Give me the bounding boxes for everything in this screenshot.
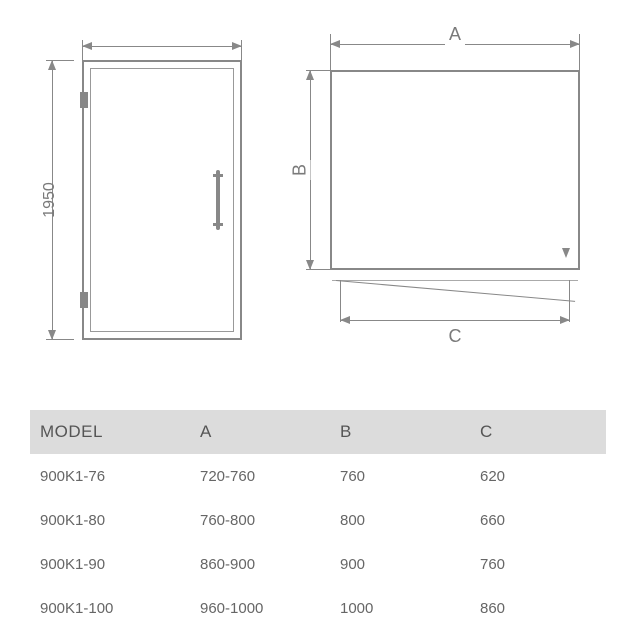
dim-a-label: A [445, 24, 465, 45]
cell-c: 860 [470, 600, 590, 617]
dim-c-label: C [449, 326, 462, 347]
dimension-b: B [300, 70, 330, 270]
cell-b: 760 [330, 468, 470, 485]
height-dimension: 1950 [40, 60, 70, 340]
top-view: A B C [310, 30, 610, 350]
dimension-c: C [340, 310, 570, 340]
cell-c: 620 [470, 468, 590, 485]
cell-a: 760-800 [190, 512, 330, 529]
swing-track [332, 280, 578, 281]
hinge-icon [80, 92, 88, 108]
col-model: MODEL [30, 422, 190, 442]
col-a: A [190, 422, 330, 442]
front-view: 1950 [70, 30, 255, 350]
spec-table: MODEL A B C 900K1-76 720-760 760 620 900… [30, 410, 606, 630]
cell-model: 900K1-90 [30, 556, 190, 573]
cell-b: 1000 [330, 600, 470, 617]
top-rect [330, 70, 580, 270]
swing-door [336, 280, 575, 302]
cell-model: 900K1-80 [30, 512, 190, 529]
table-row: 900K1-76 720-760 760 620 [30, 454, 606, 498]
table-row: 900K1-80 760-800 800 660 [30, 498, 606, 542]
cell-c: 760 [470, 556, 590, 573]
height-label: 1950 [41, 182, 59, 218]
door-panel [90, 68, 234, 332]
cell-model: 900K1-100 [30, 600, 190, 617]
cell-model: 900K1-76 [30, 468, 190, 485]
dim-b-label: B [290, 160, 311, 180]
dimension-a: A [330, 34, 580, 64]
hinge-icon [80, 292, 88, 308]
table-row: 900K1-100 960-1000 1000 860 [30, 586, 606, 630]
col-b: B [330, 422, 470, 442]
cell-a: 860-900 [190, 556, 330, 573]
col-c: C [470, 422, 590, 442]
swing-arrow-icon [562, 248, 570, 258]
cell-c: 660 [470, 512, 590, 529]
cell-a: 720-760 [190, 468, 330, 485]
diagram-area: 1950 A B C [20, 10, 616, 350]
cell-b: 800 [330, 512, 470, 529]
cell-b: 900 [330, 556, 470, 573]
table-row: 900K1-90 860-900 900 760 [30, 542, 606, 586]
front-top-dimension [82, 36, 242, 56]
cell-a: 960-1000 [190, 600, 330, 617]
handle-icon [216, 170, 220, 230]
table-header: MODEL A B C [30, 410, 606, 454]
door-frame [82, 60, 242, 340]
